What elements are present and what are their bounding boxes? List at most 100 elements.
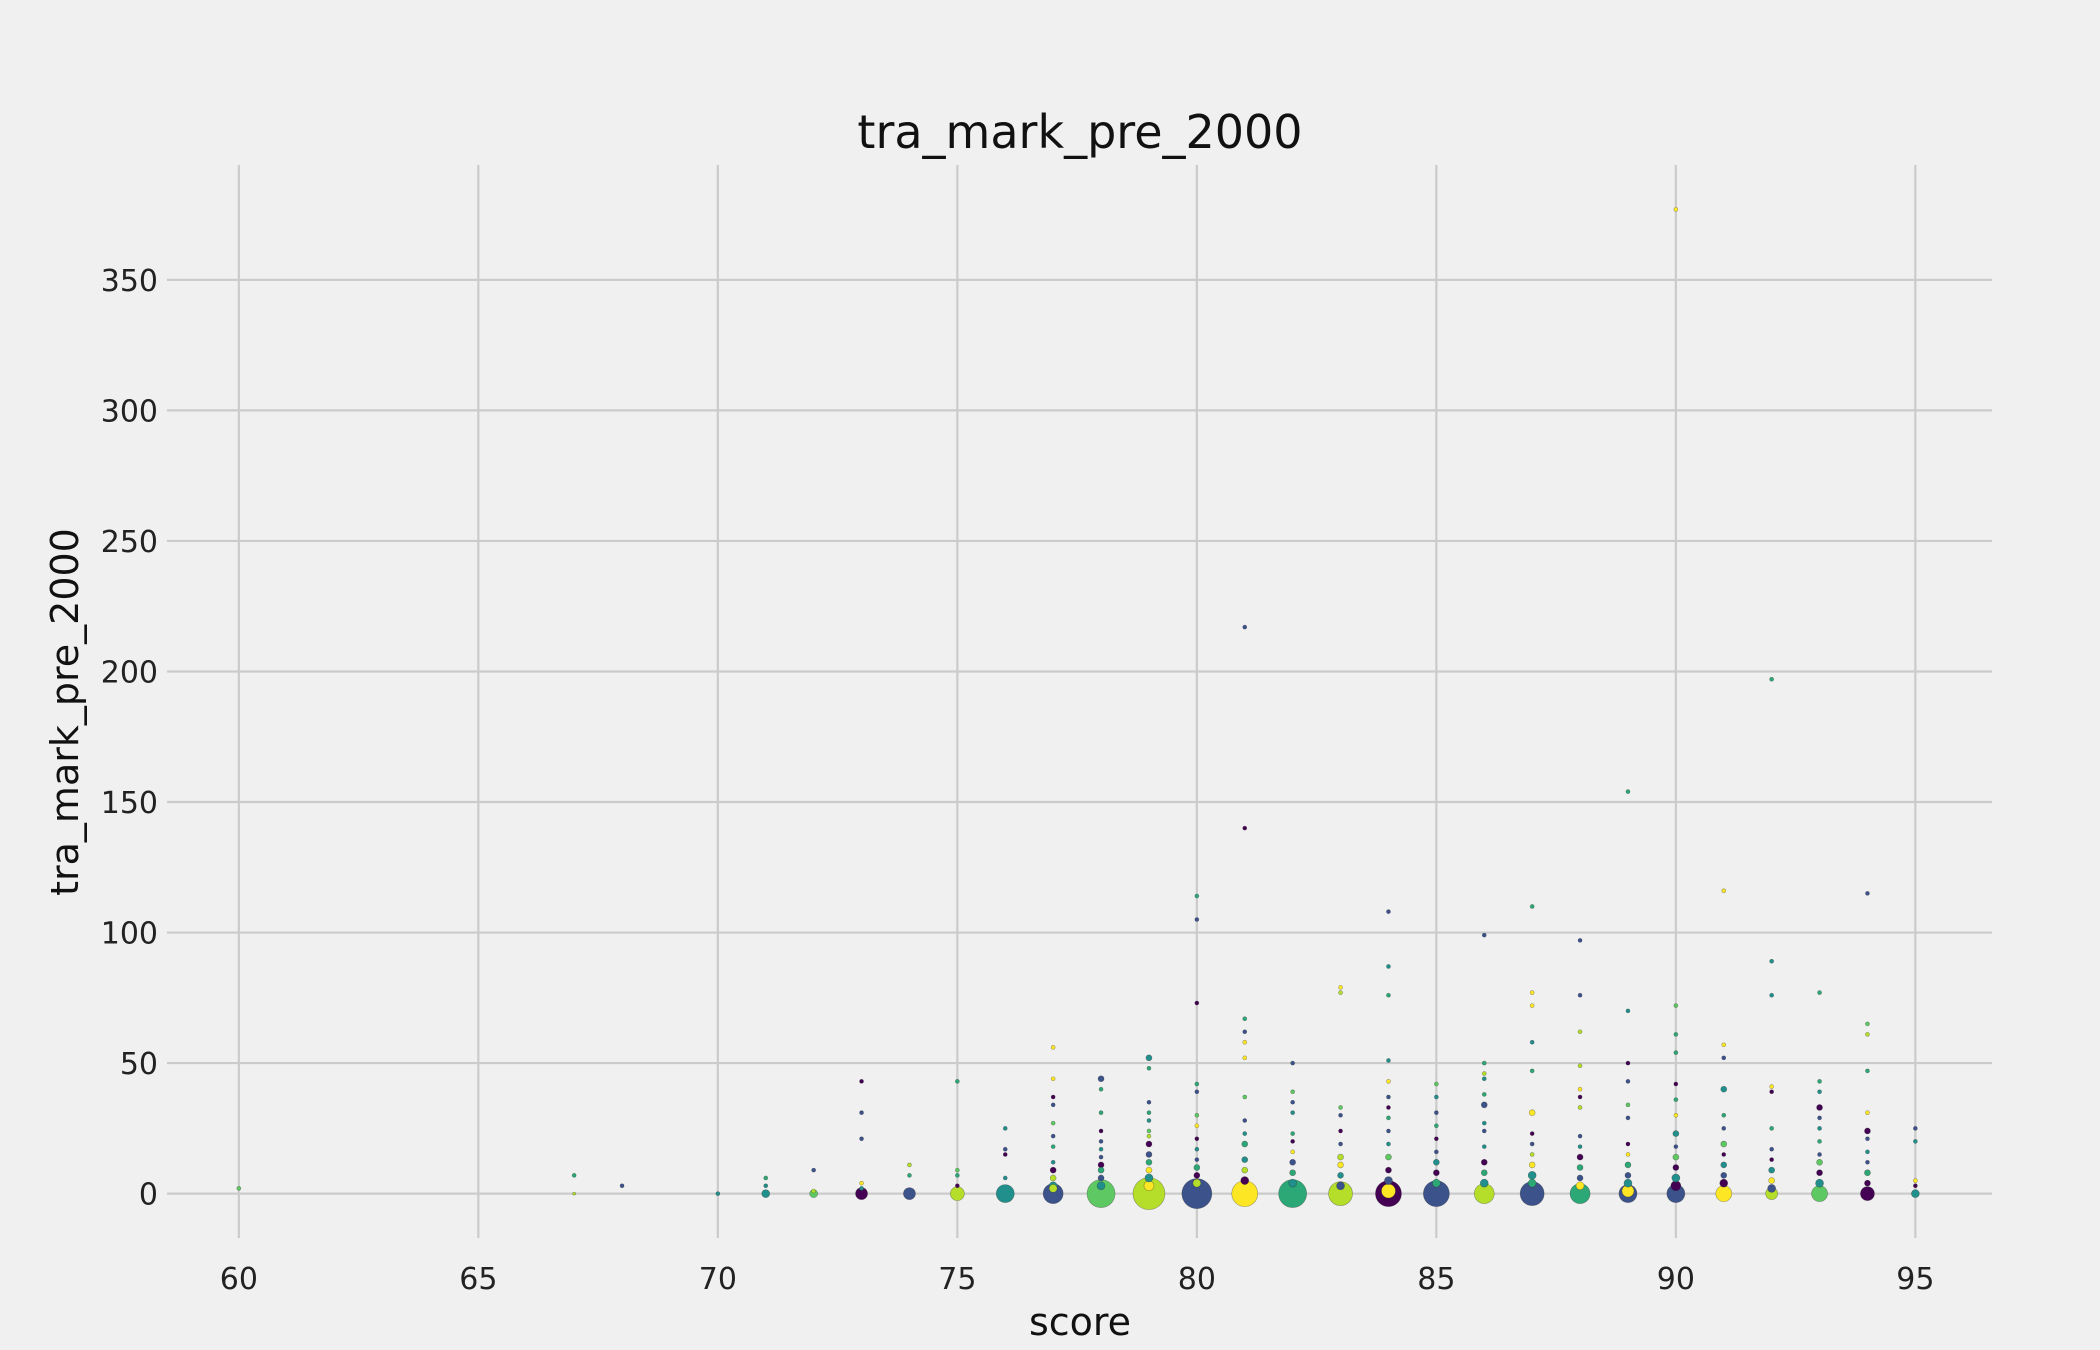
- scatter-point: [1290, 1131, 1295, 1136]
- scatter-point: [1528, 1109, 1536, 1116]
- scatter-point: [1385, 1166, 1392, 1174]
- scatter-point: [1337, 1172, 1344, 1179]
- scatter-point: [1625, 1115, 1631, 1121]
- scatter-point: [1529, 1152, 1535, 1157]
- scatter-point: [811, 1188, 816, 1194]
- scatter-point: [1289, 1158, 1296, 1166]
- scatter-point: [761, 1189, 771, 1198]
- scatter-point: [1145, 1166, 1153, 1174]
- scatter-point: [1381, 1183, 1396, 1199]
- scatter-point: [1290, 1060, 1295, 1066]
- scatter-point: [1673, 1050, 1679, 1055]
- scatter-point: [1715, 1185, 1733, 1202]
- scatter-point: [1769, 677, 1774, 682]
- scatter-point: [1098, 1146, 1104, 1152]
- scatter-point: [1864, 1169, 1871, 1177]
- x-tick-label: 80: [1178, 1262, 1216, 1297]
- scatter-point: [1577, 1029, 1583, 1035]
- scatter-point: [1480, 1101, 1488, 1109]
- scatter-point: [1097, 1174, 1105, 1182]
- scatter-point: [1146, 1066, 1152, 1071]
- scatter-point: [1577, 1144, 1583, 1149]
- scatter-point: [1194, 1123, 1200, 1129]
- scatter-point: [1811, 1185, 1828, 1202]
- scatter-point: [1670, 1180, 1682, 1192]
- scatter-point: [1145, 1158, 1153, 1166]
- scatter-point: [1097, 1166, 1105, 1174]
- scatter-point: [1481, 1076, 1487, 1082]
- scatter-point: [1242, 1055, 1248, 1061]
- scatter-point: [1194, 1112, 1200, 1118]
- scatter-point: [763, 1175, 769, 1181]
- scatter-point: [1817, 1089, 1822, 1095]
- scatter-point: [1143, 1180, 1155, 1192]
- scatter-point: [1002, 1175, 1008, 1181]
- scatter-point: [1769, 1084, 1774, 1089]
- scatter-point: [1865, 1110, 1870, 1115]
- scatter-point: [1242, 1016, 1248, 1022]
- scatter-point: [1146, 1099, 1152, 1105]
- scatter-point: [1576, 1153, 1584, 1161]
- scatter-point: [1242, 1118, 1248, 1123]
- scatter-point: [1289, 1169, 1296, 1177]
- scatter-point: [955, 1173, 960, 1178]
- scatter-point: [1625, 789, 1631, 794]
- scatter-point: [1479, 1178, 1489, 1188]
- scatter-point: [1720, 1085, 1728, 1093]
- scatter-point: [1864, 1179, 1871, 1187]
- scatter-point: [1576, 1164, 1584, 1171]
- scatter-point: [1481, 1128, 1487, 1134]
- scatter-point: [1721, 1055, 1727, 1061]
- chart-title: tra_mark_pre_2000: [857, 105, 1302, 159]
- scatter-point: [236, 1186, 242, 1191]
- y-tick-label: 250: [101, 525, 158, 560]
- scatter-point: [1673, 207, 1679, 212]
- x-tick-label: 90: [1657, 1262, 1695, 1297]
- scatter-point: [1673, 1144, 1679, 1149]
- scatter-point: [1050, 1144, 1056, 1149]
- scatter-point: [1480, 1169, 1488, 1177]
- scatter-point: [859, 1136, 864, 1142]
- y-tick-label: 50: [120, 1047, 158, 1082]
- scatter-point: [1194, 1000, 1200, 1006]
- scatter-point: [955, 1167, 960, 1173]
- scatter-point: [1098, 1086, 1104, 1092]
- scatter-point: [1577, 1105, 1583, 1110]
- scatter-point: [1290, 1089, 1295, 1095]
- scatter-point: [1769, 958, 1774, 964]
- scatter-point: [1385, 1153, 1392, 1161]
- x-tick-label: 70: [699, 1262, 737, 1297]
- scatter-point: [1481, 1120, 1487, 1126]
- scatter-point: [1241, 1156, 1249, 1163]
- scatter-point: [1290, 1149, 1295, 1155]
- scatter-point: [1338, 1141, 1343, 1147]
- scatter-point: [1242, 825, 1248, 831]
- scatter-point: [1434, 1123, 1439, 1129]
- scatter-point: [1865, 1068, 1870, 1074]
- scatter-point: [1192, 1178, 1202, 1188]
- scatter-point: [1815, 1178, 1824, 1188]
- scatter-point: [1529, 904, 1535, 909]
- scatter-point: [1816, 1158, 1823, 1166]
- scatter-point: [1481, 1092, 1487, 1097]
- scatter-point: [1721, 1112, 1727, 1118]
- scatter-point: [1146, 1133, 1152, 1139]
- scatter-point: [1865, 1136, 1870, 1142]
- scatter-point: [1673, 1081, 1679, 1087]
- scatter-point: [1720, 1140, 1728, 1148]
- scatter-point: [1860, 1186, 1875, 1201]
- scatter-point: [1193, 1172, 1201, 1179]
- scatter-point: [1194, 917, 1200, 922]
- scatter-point: [1336, 1181, 1345, 1191]
- scatter-point: [1097, 1075, 1105, 1083]
- scatter-point: [1624, 1161, 1632, 1169]
- scatter-point: [1913, 1126, 1918, 1131]
- scatter-point: [1146, 1110, 1152, 1115]
- scatter-point: [1434, 1136, 1439, 1142]
- scatter-point: [1098, 1154, 1104, 1160]
- scatter-point: [1768, 1166, 1775, 1174]
- scatter-point: [1625, 1141, 1631, 1147]
- scatter-point: [1672, 1164, 1680, 1171]
- scatter-point: [1720, 1161, 1728, 1169]
- scatter-point: [1386, 909, 1391, 914]
